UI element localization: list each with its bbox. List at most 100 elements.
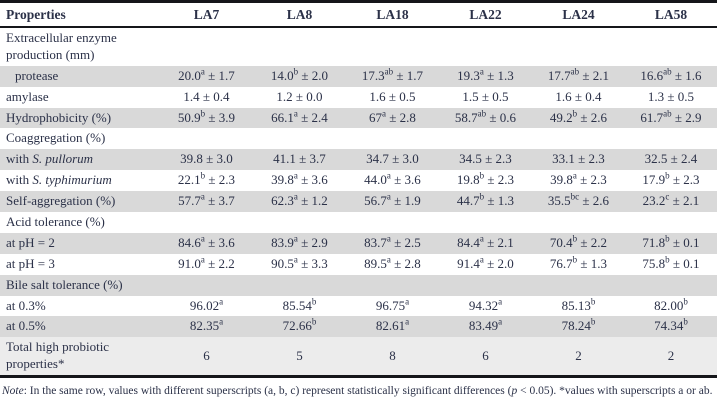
row-label: Bile salt tolerance (%) [6,276,123,292]
header-row: Properties LA7 LA8 LA18 LA22 LA24 LA58 [0,2,717,27]
superscript: b [311,317,317,328]
column-header-la24: LA24 [562,7,595,22]
superscript: a [479,254,484,265]
row-label: with S. typhimurium [6,172,112,188]
superscript: a [293,191,298,202]
superscript: a [200,191,205,202]
table-row: protease 20.0a ± 1.7 14.0b ± 2.0 17.3ab ± 1… [0,65,717,87]
value-cell: 96.02a [189,296,224,313]
value-cell: 67a ± 2.8 [369,108,416,125]
value-cell: 75.8b ± 0.1 [642,254,700,271]
value-cell: 84.6a ± 3.6 [178,233,235,250]
table-row: at pH = 3 91.0a ± 2.2 90.5a ± 3.3 89.5a ± 2… [0,254,717,275]
superscript: a [479,66,484,77]
note-italic-text: p [511,385,518,398]
value-cell: 39.8a ± 3.6 [271,170,328,188]
superscript: b [665,233,670,244]
superscript: ab [663,108,672,119]
row-label: Extracellular enzyme production (mm) [6,30,117,62]
value-cell: 1.2 ± 0.0 [276,88,323,104]
note-text: < 0.05). *values with superscripts a or … [517,385,713,398]
value-cell: 20.0a ± 1.7 [178,66,235,83]
value-cell: 91.4a ± 2.0 [457,254,514,271]
row-label: Total high probiotic properties* [6,339,110,372]
value-cell: 1.6 ± 0.5 [369,88,416,104]
value-cell: 17.7ab ± 2.1 [547,66,610,83]
superscript: a [498,296,503,307]
value-cell: 82.00b [654,296,688,313]
value-cell: 44.7b ± 1.3 [456,191,515,209]
note-italic-text: Note [2,385,24,398]
value-cell: 61.7ab ± 2.9 [640,108,702,125]
section-row: Extracellular enzyme production (mm) [0,27,717,66]
value-cell: 83.9a ± 2.9 [271,233,328,250]
superscript: b [572,108,578,119]
value-cell: 89.5a ± 2.8 [364,254,421,271]
value-cell: 83.7a ± 2.5 [364,233,421,250]
row-label: Acid tolerance (%) [6,214,105,230]
column-header-la18: LA18 [376,7,409,22]
value-cell: 34.7 ± 3.0 [366,151,419,167]
value-cell: 17.9b ± 2.3 [642,170,700,188]
table-header: Properties LA7 LA8 LA18 LA22 LA24 LA58 [0,2,717,27]
superscript: b [572,254,578,265]
table-row: Self-aggregation (%) 57.7a ± 3.7 62.3a ± 1… [0,191,717,213]
superscript: b [665,170,670,181]
value-cell: 6 [203,347,210,363]
table-row: with S. pullorum 39.8 ± 3.0 41.1 ± 3.7 34.7… [0,149,717,171]
value-cell: 85.54b [282,296,317,313]
column-header-la7: LA7 [193,7,220,22]
table-row: Hydrophobicity (%) 50.9b ± 3.9 66.1a ± 2.4… [0,107,717,129]
row-label: Coaggregation (%) [6,130,106,146]
value-cell: 62.3a ± 1.2 [271,191,328,209]
value-cell: 8 [389,347,396,363]
superscript: a [200,233,205,244]
superscript: a [293,254,298,265]
value-cell: 94.32a [468,296,503,313]
superscript: a [293,233,298,244]
value-cell: 19.8b ± 2.3 [456,170,515,188]
value-cell: 34.5 ± 2.3 [459,151,512,167]
superscript: ab [663,66,672,77]
superscript: a [498,317,503,328]
value-cell: 91.0a ± 2.2 [178,254,235,271]
row-label: amylase [6,88,49,104]
superscript: b [683,296,688,307]
superscript: a [405,296,410,307]
column-header-properties: Properties [6,7,66,22]
value-cell: 56.7a ± 1.9 [364,191,421,209]
value-cell: 35.5bc ± 2.6 [547,191,610,209]
value-cell: 19.3a ± 1.3 [457,66,514,83]
superscript: a [200,254,205,265]
table-row: amylase 1.4 ± 0.4 1.2 ± 0.0 1.6 ± 0.5 1.5 ± … [0,87,717,108]
superscript: a [382,108,387,119]
superscript: a [405,317,410,328]
value-cell: 84.4a ± 2.1 [457,233,514,250]
superscript: b [200,170,206,181]
superscript: b [479,191,485,202]
value-cell: 16.6ab ± 1.6 [640,66,702,83]
superscript: a [479,233,484,244]
superscript: a [293,170,298,181]
superscript: a [219,317,224,328]
value-cell: 14.0b ± 2.0 [270,66,329,83]
value-cell: 83.49a [468,317,503,334]
value-cell: 90.5a ± 3.3 [271,254,328,271]
superscript: b [683,317,688,328]
row-label: Hydrophobicity (%) [6,109,112,125]
row-label: at 0.3% [6,297,46,313]
superscript: a [386,170,391,181]
value-cell: 32.5 ± 2.4 [644,151,698,167]
superscript: b [311,296,317,307]
superscript: b [293,66,299,77]
table-row: with S. typhimurium 22.1b ± 2.3 39.8a ± 3.… [0,170,717,191]
row-label: Self-aggregation (%) [6,193,116,209]
value-cell: 74.34b [654,317,688,334]
table-row: at pH = 2 84.6a ± 3.6 83.9a ± 2.9 83.7a ± 2… [0,232,717,254]
superscript: b [479,170,485,181]
value-cell: 23.2c ± 2.1 [642,191,700,209]
value-cell: 39.8 ± 3.0 [180,151,233,167]
value-cell: 49.2b ± 2.6 [549,108,608,125]
superscript: a [219,296,224,307]
table-row: Total high probiotic properties* 6 5 8 6 2 2 [0,337,717,377]
